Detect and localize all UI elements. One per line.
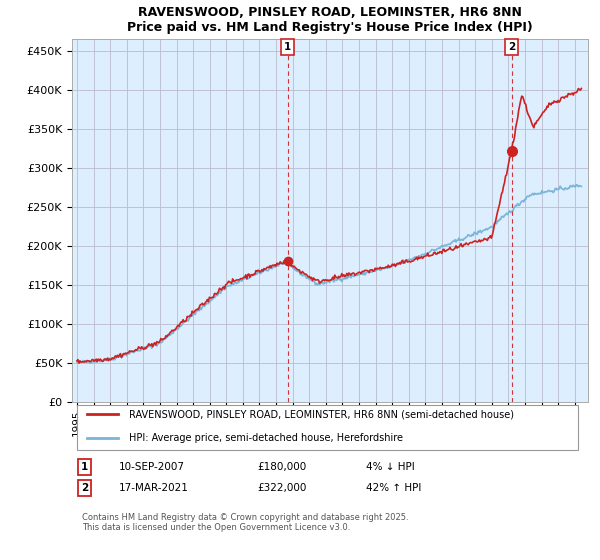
Text: 1: 1 (284, 42, 292, 52)
Text: 10-SEP-2007: 10-SEP-2007 (118, 461, 184, 472)
Text: 42% ↑ HPI: 42% ↑ HPI (366, 483, 421, 493)
Text: 2: 2 (508, 42, 515, 52)
Text: Contains HM Land Registry data © Crown copyright and database right 2025.
This d: Contains HM Land Registry data © Crown c… (82, 513, 409, 532)
Title: RAVENSWOOD, PINSLEY ROAD, LEOMINSTER, HR6 8NN
Price paid vs. HM Land Registry's : RAVENSWOOD, PINSLEY ROAD, LEOMINSTER, HR… (127, 6, 533, 34)
Text: £322,000: £322,000 (258, 483, 307, 493)
Text: 4% ↓ HPI: 4% ↓ HPI (366, 461, 415, 472)
Text: HPI: Average price, semi-detached house, Herefordshire: HPI: Average price, semi-detached house,… (129, 433, 403, 443)
Text: 17-MAR-2021: 17-MAR-2021 (118, 483, 188, 493)
Text: 1: 1 (81, 461, 89, 472)
FancyBboxPatch shape (77, 405, 578, 450)
Text: £180,000: £180,000 (258, 461, 307, 472)
Text: 2: 2 (81, 483, 89, 493)
Text: RAVENSWOOD, PINSLEY ROAD, LEOMINSTER, HR6 8NN (semi-detached house): RAVENSWOOD, PINSLEY ROAD, LEOMINSTER, HR… (129, 409, 514, 419)
